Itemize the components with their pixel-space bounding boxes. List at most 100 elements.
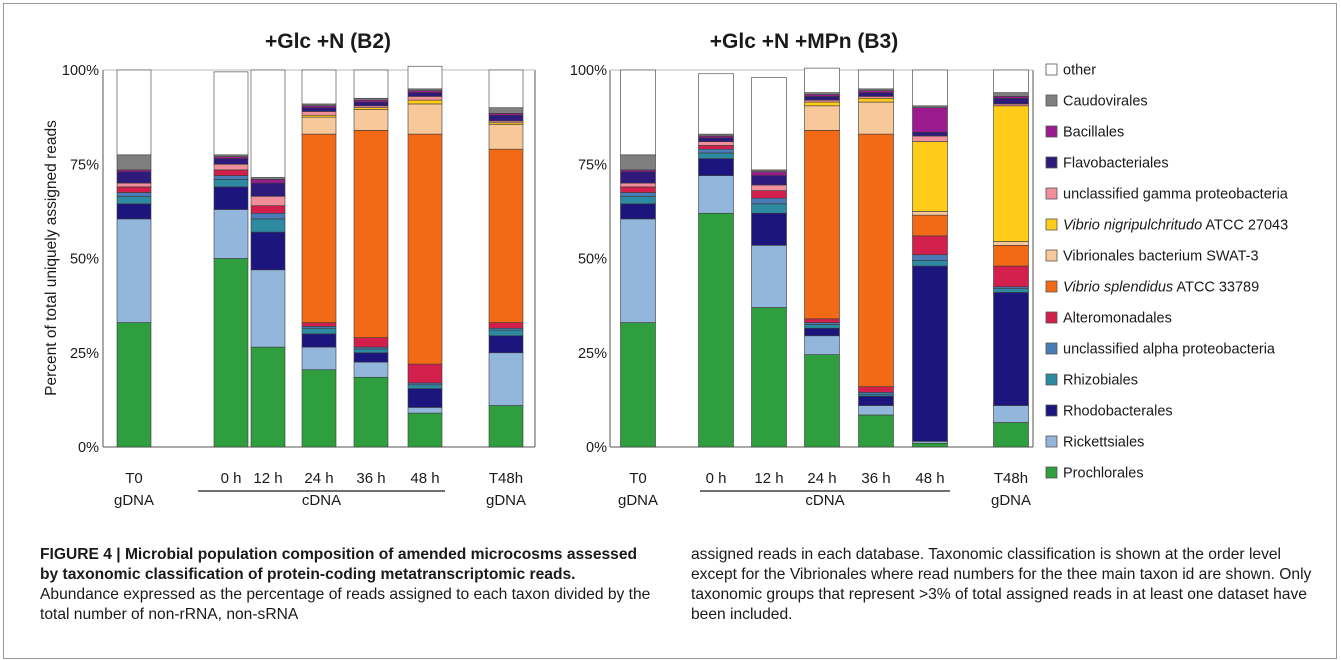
bar-segment [912,235,948,256]
caption-right-column: assigned reads in each database. Taxonom… [691,545,1321,625]
bar-segment [213,71,249,156]
plot-area-b3: 0% 25% 50% 75% 100% T0 0 h 12 h 24 h 36 h 48 h T48h… [570,63,1034,509]
legend-label: Rickettsiales [1063,435,1144,451]
bar-segment [488,405,524,448]
bar-segment [407,103,443,135]
x-tick-label: T48h [489,470,523,487]
bar-segment [993,265,1029,288]
bar-segment [620,192,656,197]
gdna-label: gDNA [114,492,154,509]
y-tick-label: 50% [70,252,99,268]
bar-segment [407,65,443,90]
bar-segment [804,318,840,323]
bar-segment [353,348,389,354]
bar-segment [912,141,948,212]
bar-segment [751,184,787,191]
bar-segment [353,101,389,107]
bar-segment [407,388,443,408]
bar-segment [250,269,286,348]
bar-segment [301,133,337,323]
legend-label: Rhodobacterales [1063,404,1173,420]
legend-swatch [1045,342,1058,355]
bar-segment [407,412,443,448]
legend-swatch [1045,125,1058,138]
bar-segment [858,414,894,448]
bar-segment [488,107,524,114]
bar-segment [301,107,337,112]
bar-segment [804,105,840,131]
bar-segment [912,260,948,267]
bar-segment [250,346,286,448]
bar-segment [213,163,249,171]
bar-segment [993,241,1029,246]
bar-segment [912,131,948,137]
bar-segment [488,329,524,337]
bar-segment [751,307,787,448]
bar-segment [993,97,1029,105]
bar-segment [301,69,337,105]
bar-segment [993,288,1029,293]
bar-segment [213,158,249,165]
bar-segment [912,265,948,442]
x-tick-label: 36 h [356,470,385,487]
bar-segment [698,141,734,146]
bar-segment [912,442,948,448]
cdna-label: cDNA [302,492,341,509]
legend-label: Prochlorales [1063,466,1144,482]
caption-text-left: Abundance expressed as the percentage of… [40,586,651,623]
bar-segment [488,69,524,109]
bar-segment [858,395,894,406]
legend-label: Rhizobiales [1063,373,1138,389]
legend-swatch [1045,94,1058,107]
panel-title-b2: +Glc +N (B2) [265,30,391,53]
bar-segment [912,254,948,261]
bar-segment [488,322,524,329]
bar-segment [116,186,152,193]
bar-segment [407,384,443,389]
legend-swatch [1045,63,1058,76]
legend-swatch [1045,311,1058,324]
cdna-label: cDNA [805,492,844,509]
bar-segment [698,152,734,159]
bar-segment [407,363,443,384]
bar-segment [250,69,286,178]
bar-segment [407,99,443,105]
bar-segment [698,148,734,154]
y-tick-label: 0% [78,440,99,456]
bar-segment [620,322,656,448]
bar-segment [751,212,787,246]
caption-heading: FIGURE 4 | Microbial population composit… [40,546,638,583]
y-tick-label: 25% [578,346,607,362]
bar-segment [858,69,894,90]
bar-segment [804,67,840,93]
bar-segment [620,154,656,171]
y-tick-label: 25% [70,346,99,362]
bar-segment [116,322,152,448]
y-tick-label: 0% [586,440,607,456]
bar-segment [407,133,443,365]
bar-segment [751,175,787,186]
bar-segment [698,137,734,142]
bar-segment [250,218,286,233]
figure-4-chart: +Glc +N (B2) +Glc +N +MPn (B3) Percent o… [43,30,1289,509]
bar-segment [858,101,894,135]
x-tick-label: 12 h [754,470,783,487]
bar-segment [301,111,337,116]
legend-swatch [1045,404,1058,417]
figure-frame [3,3,1337,659]
legend-swatch [1045,280,1058,293]
bar-segment [912,211,948,216]
bar-segment [116,182,152,188]
legend-label: Alteromonadales [1063,311,1172,327]
bar-segment [858,386,894,393]
bar-segment [116,218,152,323]
legend-label: unclassified gamma proteobacteria [1063,187,1289,203]
y-tick-label: 100% [62,63,99,79]
bar-segment [116,195,152,205]
y-tick-label: 100% [570,63,607,79]
bar-segment [993,422,1029,448]
bar-segment [250,182,286,197]
bar-segment [804,101,840,107]
legend-label: Flavobacteriales [1063,156,1169,172]
x-tick-label: 48 h [410,470,439,487]
